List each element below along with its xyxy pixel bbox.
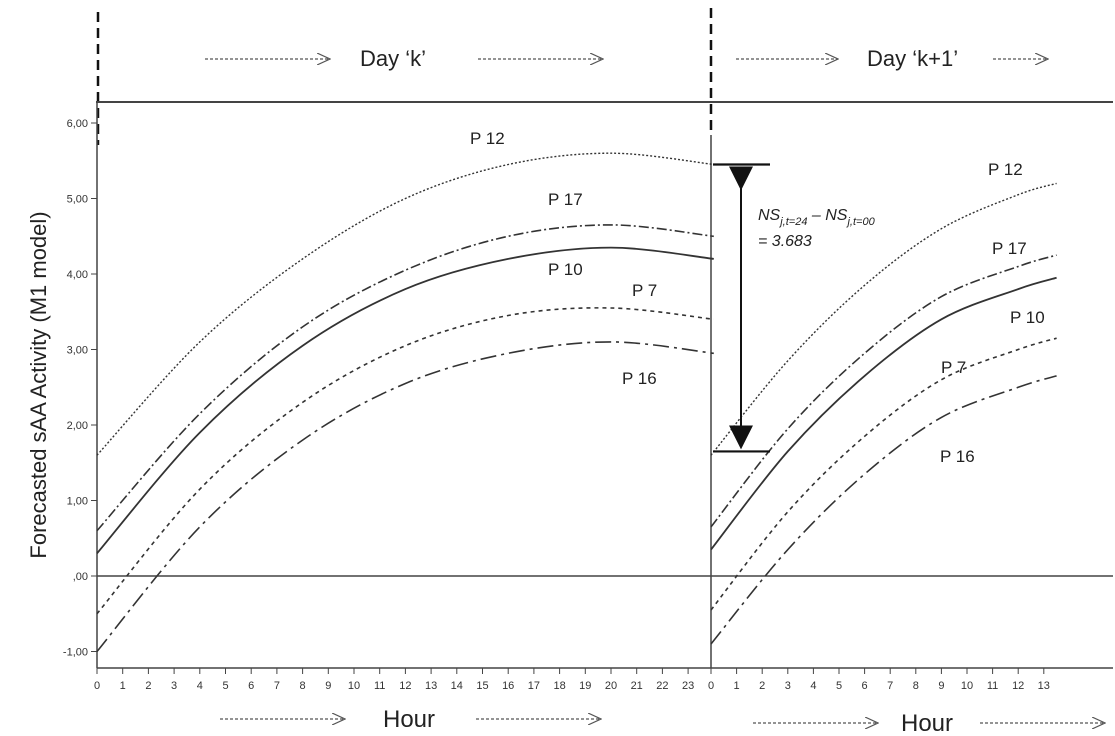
day-k-label: Day ‘k’ — [360, 46, 426, 71]
y-tick-label: 5,00 — [67, 194, 88, 206]
series-label-p10: P 10 — [1010, 308, 1045, 327]
series-line-p17 — [710, 254, 1057, 528]
formula-sub-2: j,t=00 — [845, 216, 875, 228]
series-line-p7 — [710, 337, 1057, 611]
series-line-p10 — [96, 246, 714, 554]
y-tick-label: -1,00 — [63, 647, 88, 659]
x-tick-label: 3 — [171, 680, 177, 692]
x-tick-label: 18 — [553, 680, 565, 692]
x-tick-label: 8 — [913, 680, 919, 692]
x-tick-label: 10 — [348, 680, 360, 692]
day-k1-label: Day ‘k+1’ — [867, 46, 958, 71]
y-tick-label: 4,00 — [67, 269, 88, 281]
x-tick-label: 6 — [248, 680, 254, 692]
y-axis-ticks: 6,00 5,00 4,00 3,00 2,00 1,00 ,00 -1,00 — [63, 118, 97, 659]
series-label-p16: P 16 — [622, 369, 657, 388]
x-axis-ticks: 0 1 2 3 4 5 6 7 8 9 10 11 12 13 14 15 16 17 18 19 20 21 22 23 0 1… — [94, 668, 1050, 692]
y-tick-label: 1,00 — [67, 496, 88, 508]
series-lines — [96, 152, 1057, 653]
x-tick-label: 4 — [197, 680, 203, 692]
x-tick-label: 17 — [528, 680, 540, 692]
formula-term-1: NS — [758, 207, 781, 224]
x-tick-label: 7 — [274, 680, 280, 692]
series-line-p10 — [710, 276, 1057, 551]
series-labels: P 12 P 17 P 10 P 7 P 16 P 12 P 17 P 10 P 7 P 16 — [470, 129, 1045, 466]
x-tick-label: 3 — [785, 680, 791, 692]
x-tick-label: 2 — [145, 680, 151, 692]
x-tick-label: 19 — [579, 680, 591, 692]
series-line-p7 — [96, 307, 714, 615]
x-tick-label: 8 — [300, 680, 306, 692]
x-tick-label: 12 — [1012, 680, 1024, 692]
formula-term-2: NS — [825, 207, 848, 224]
formula-sub-1: j,t=24 — [778, 216, 807, 228]
x-tick-label: 6 — [862, 680, 868, 692]
series-label-p7: P 7 — [941, 358, 966, 377]
x-tick-label: 1 — [120, 680, 126, 692]
x-tick-label: 11 — [374, 680, 385, 692]
y-axis-label: Forecasted sAA Activity (M1 model) — [26, 211, 51, 558]
y-tick-label: ,00 — [73, 571, 88, 583]
hour-footers: Hour Hour — [220, 706, 1105, 736]
x-tick-label: 7 — [887, 680, 893, 692]
y-tick-label: 6,00 — [67, 118, 88, 130]
difference-annotation: NSj,t=24 – NSj,t=00 = 3.683 — [713, 163, 876, 453]
series-line-p12 — [96, 152, 714, 456]
x-tick-label: 21 — [631, 680, 643, 692]
series-label-p17: P 17 — [992, 239, 1027, 258]
x-tick-label: 0 — [94, 680, 100, 692]
x-tick-label: 16 — [502, 680, 514, 692]
x-tick-label: 10 — [961, 680, 973, 692]
xlabel-day-k1: Hour — [901, 710, 953, 736]
formula-minus: – — [807, 207, 825, 224]
x-tick-label: 15 — [476, 680, 488, 692]
x-tick-label: 20 — [605, 680, 617, 692]
annotation-formula: NSj,t=24 – NSj,t=00 — [758, 207, 876, 228]
x-tick-label: 11 — [987, 680, 998, 692]
x-tick-label: 5 — [222, 680, 228, 692]
annotation-value: = 3.683 — [758, 233, 812, 250]
series-label-p17: P 17 — [548, 190, 583, 209]
series-label-p7: P 7 — [632, 281, 657, 300]
series-line-p16 — [96, 341, 714, 653]
y-tick-label: 2,00 — [67, 420, 88, 432]
x-tick-label: 1 — [734, 680, 740, 692]
x-tick-label: 4 — [810, 680, 816, 692]
day-headers: Day ‘k’ Day ‘k+1’ — [205, 46, 1048, 71]
x-tick-label: 13 — [425, 680, 437, 692]
x-tick-label: 0 — [708, 680, 714, 692]
series-label-p12: P 12 — [470, 129, 505, 148]
series-line-p16 — [710, 375, 1057, 645]
frame — [96, 8, 1113, 669]
x-tick-label: 2 — [759, 680, 765, 692]
x-tick-label: 5 — [836, 680, 842, 692]
y-tick-label: 3,00 — [67, 345, 88, 357]
series-label-p12: P 12 — [988, 160, 1023, 179]
xlabel-day-k: Hour — [383, 706, 435, 733]
x-tick-label: 9 — [325, 680, 331, 692]
x-tick-label: 14 — [451, 680, 463, 692]
series-line-p12 — [710, 182, 1057, 456]
series-label-p16: P 16 — [940, 447, 975, 466]
x-tick-label: 22 — [656, 680, 668, 692]
x-tick-label: 9 — [938, 680, 944, 692]
series-line-p17 — [96, 224, 714, 532]
x-tick-label: 23 — [682, 680, 694, 692]
series-label-p10: P 10 — [548, 260, 583, 279]
x-tick-label: 13 — [1038, 680, 1050, 692]
x-tick-label: 12 — [399, 680, 411, 692]
